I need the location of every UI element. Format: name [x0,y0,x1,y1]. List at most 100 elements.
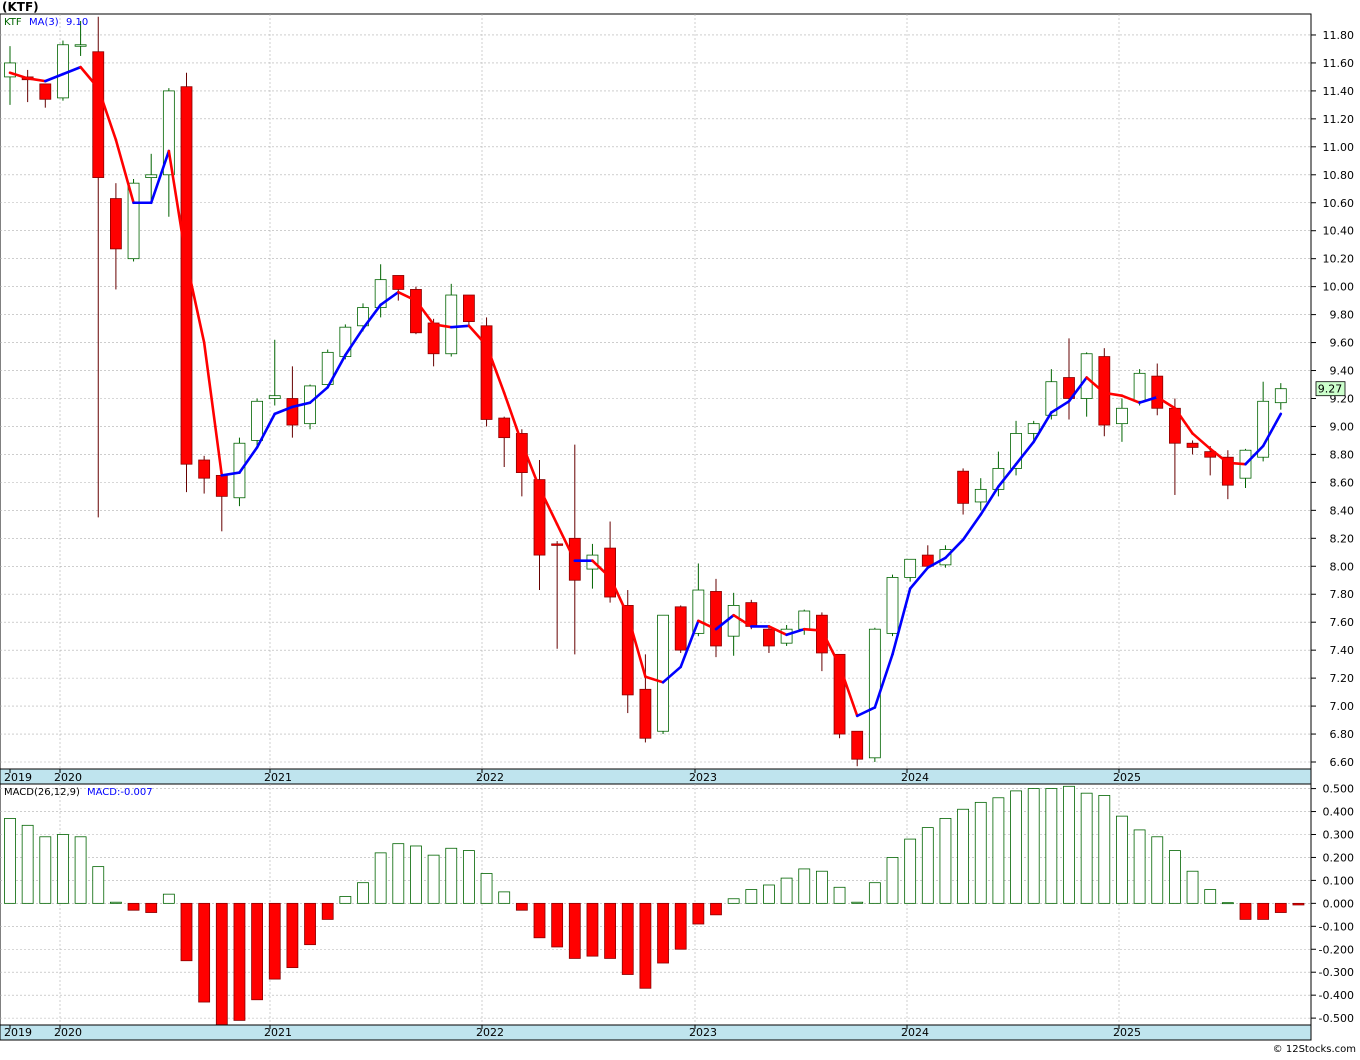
macd-bar [657,902,669,964]
ma-segment [944,538,965,560]
candle [392,275,405,301]
candle-body [763,628,775,647]
candle-body [639,688,652,739]
ma-segment [1173,406,1194,435]
price-yaxis-ticks: 11.80 11.60 11.40 11.20 11.00 10.80 10.60 10.40… [1311,29,1354,769]
candle [251,398,264,448]
ma-segment [891,587,912,656]
ma-segment [379,290,400,307]
candle-body [427,322,440,355]
macd-bar [851,901,864,904]
candle-body [215,474,228,497]
ma-segment [361,303,382,330]
macd-bar [974,801,987,904]
last-price-label: 9.27 [1318,383,1343,396]
candle-body [1098,356,1111,426]
candle [974,478,987,511]
candle-body [462,294,475,322]
macd-ytick-label: -0.500 [1319,1012,1354,1025]
macd-bar [992,797,1005,904]
ma-segment [802,627,824,632]
price-ytick-label: 8.40 [1330,504,1355,517]
candle [410,286,422,335]
candle [886,574,899,637]
macd-ytick-label: 0.500 [1323,783,1355,796]
candle-body [268,395,281,399]
candle [1116,398,1128,442]
macd-bar [1221,902,1234,905]
macd-xtick-label: 2021 [264,1026,292,1039]
candle-body [515,433,528,473]
macd-bar [74,836,87,904]
ma-segment [1261,412,1283,448]
candle-body [410,289,422,334]
macd-bar [1274,902,1287,913]
macd-bar [21,824,34,904]
price-ytick-label: 11.00 [1323,141,1355,154]
macd-bar [304,902,316,946]
candle-body [110,198,122,250]
ma-segment [485,344,506,395]
candle [710,578,722,658]
candle [533,460,546,591]
candle [657,614,669,735]
macd-bar [1080,792,1093,904]
price-xtick-label: 2022 [476,771,504,784]
macd-bar [162,893,175,904]
price-panel: 2019 2020 2021 2022 2023 2024 2025 11.8011.601… [0,13,1354,785]
candle [1221,450,1234,500]
price-ytick-label: 10.60 [1323,197,1355,210]
candle-body [1080,353,1093,399]
macd-bar [745,889,758,904]
macd-bar [462,850,475,904]
macd-bar [427,854,440,904]
candle-body [1010,433,1022,469]
candle-body [1274,388,1287,404]
candle [551,541,564,649]
candle-body [833,653,846,735]
price-ytick-label: 6.80 [1330,728,1355,741]
macd-ytick-label: -0.300 [1319,966,1354,979]
candle [180,72,193,493]
candle-body [1063,377,1075,399]
ma-segment [1050,399,1071,414]
candle-body [1151,375,1164,409]
price-ytick-label: 7.20 [1330,672,1355,685]
candle-body [480,325,493,420]
ma-segment [714,613,735,631]
macd-bar [286,902,299,969]
candle [1257,381,1270,462]
candle-body [498,417,511,439]
macd-bar [1133,829,1146,904]
candle-body [1221,456,1234,486]
ma-segment [291,401,312,409]
macd-xtick-label: 2019 [4,1026,32,1039]
candle [851,730,864,767]
macd-bar [410,845,422,904]
candle-body [957,470,969,504]
candle-body [1257,400,1270,458]
ma-segment [1032,411,1053,444]
candle-body [39,83,52,100]
ma-segment [1120,394,1141,404]
macd-bar [816,870,828,904]
ma-segment [1014,440,1035,466]
candle-body [4,62,16,78]
candle [74,20,87,56]
price-ytick-label: 10.20 [1323,253,1355,266]
price-ytick-label: 11.80 [1323,29,1355,42]
candle-body [727,605,740,637]
candle-body [198,459,211,479]
price-xtick-label: 2020 [54,771,82,784]
candle-body [1133,372,1146,402]
ma-segment [502,391,524,445]
macd-bar [604,902,616,959]
candle-body [92,51,105,178]
candle-body [357,307,369,327]
price-xtick-label: 2025 [1113,771,1141,784]
ma-segment [679,619,700,669]
ma-segment [1244,444,1265,466]
candle [498,416,511,467]
macd-bar [710,902,722,916]
macd-bar [568,902,581,959]
